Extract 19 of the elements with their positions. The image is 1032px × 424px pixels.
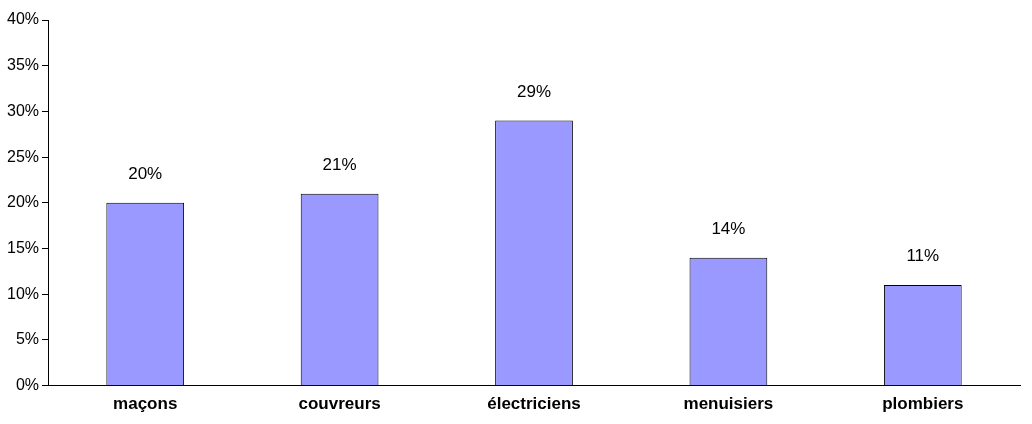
- y-tick-label: 10%: [6, 284, 40, 302]
- y-tick-label: 30%: [6, 101, 40, 119]
- x-tick-label: électriciens: [487, 394, 581, 414]
- x-tick-label: plombiers: [882, 394, 964, 414]
- x-tick-label: couvreurs: [298, 394, 381, 414]
- x-tick-label: menuisiers: [683, 394, 774, 414]
- data-label: 11%: [906, 246, 940, 266]
- y-tick-label: 5%: [15, 330, 40, 348]
- data-label: 14%: [711, 218, 746, 238]
- data-label: 20%: [128, 163, 163, 183]
- y-tick-label: 15%: [6, 238, 40, 256]
- data-label: 29%: [517, 81, 552, 101]
- y-tick-label: 0%: [15, 376, 40, 394]
- y-tick-label: 40%: [6, 10, 40, 28]
- y-tick-label: 25%: [6, 147, 40, 165]
- y-tick-label: 35%: [6, 56, 40, 74]
- data-label: 21%: [322, 154, 357, 174]
- x-tick-label: maçons: [113, 394, 178, 414]
- y-tick-label: 20%: [6, 193, 40, 211]
